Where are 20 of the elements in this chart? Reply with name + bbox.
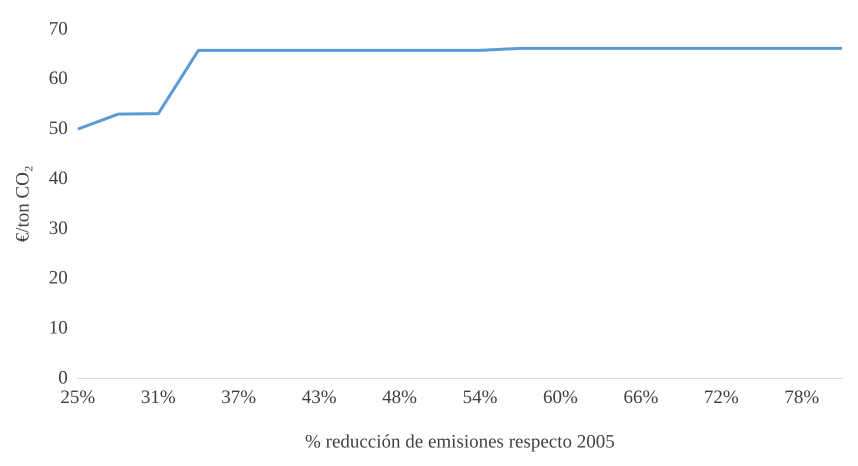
x-tick-label: 37% (221, 386, 256, 408)
x-tick-label: 66% (623, 386, 658, 408)
y-tick-label: 50 (48, 118, 68, 140)
y-tick-label: 0 (58, 367, 68, 388)
y-tick-label: 10 (48, 318, 68, 339)
x-tick-label: 31% (140, 386, 176, 408)
y-tick-label: 60 (48, 68, 68, 90)
x-tick-label: 43% (302, 386, 337, 408)
x-axis-title: % reducción de emisiones respecto 2005 (305, 432, 615, 453)
y-axis-title: €/ton CO₂ (12, 165, 34, 242)
x-tick-label: 60% (543, 386, 578, 408)
x-tick-label: 72% (704, 386, 739, 408)
y-tick-label: 40 (48, 168, 68, 189)
x-tick-label: 78% (784, 386, 820, 408)
y-tick-label: 20 (48, 268, 68, 289)
x-tick-label: 54% (462, 386, 498, 408)
x-tick-label: 48% (382, 386, 418, 408)
x-tick-label: 25% (60, 386, 96, 408)
y-tick-label: 70 (48, 18, 68, 40)
y-tick-label: 30 (48, 218, 68, 239)
